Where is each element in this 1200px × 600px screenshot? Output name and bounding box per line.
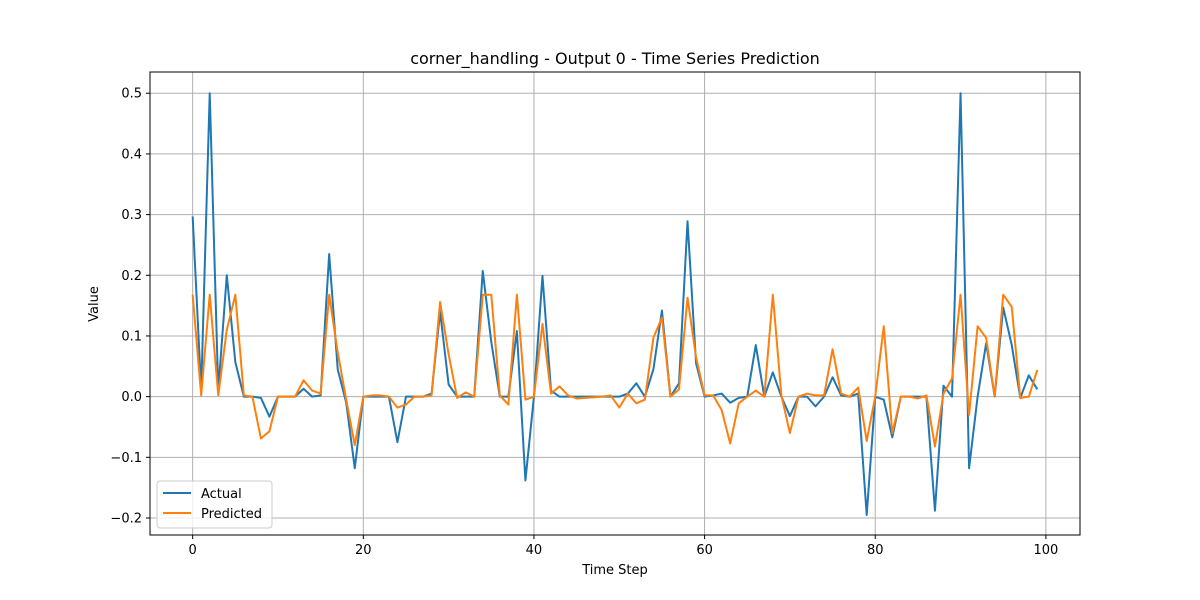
- y-tick-label: −0.1: [110, 451, 142, 466]
- x-tick-label: 0: [189, 543, 197, 558]
- y-tick-label: 0.0: [121, 390, 142, 405]
- legend-label-actual: Actual: [201, 487, 242, 502]
- y-tick-label: 0.2: [121, 269, 142, 284]
- series-lines: [191, 92, 1039, 516]
- x-axis-label: Time Step: [581, 563, 648, 578]
- legend-label-predicted: Predicted: [201, 507, 262, 522]
- legend: Actual Predicted: [156, 480, 273, 529]
- series-line-predicted: [191, 293, 1039, 448]
- y-tick-label: 0.1: [121, 329, 142, 344]
- y-tick-label: −0.2: [110, 512, 142, 527]
- x-tick-label: 40: [526, 543, 543, 558]
- x-tick-label: 80: [867, 543, 884, 558]
- x-axis-ticks: 0 20 40 60 80 100: [189, 535, 1058, 558]
- y-tick-label: 0.4: [121, 147, 142, 162]
- y-tick-label: 0.5: [121, 87, 142, 102]
- plot-frame: [149, 71, 1081, 536]
- x-tick-label: 60: [696, 543, 713, 558]
- y-tick-label: 0.3: [121, 208, 142, 223]
- x-tick-label: 20: [355, 543, 372, 558]
- x-tick-label: 100: [1033, 543, 1058, 558]
- chart-title: corner_handling - Output 0 - Time Series…: [410, 49, 820, 69]
- grid: [150, 72, 1080, 535]
- y-axis-label: Value: [87, 286, 102, 322]
- y-axis-ticks: −0.2 −0.1 0.0 0.1 0.2 0.3 0.4 0.5: [110, 87, 150, 527]
